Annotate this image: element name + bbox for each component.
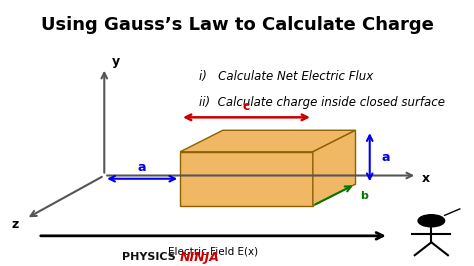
Text: a: a: [382, 151, 390, 164]
Text: x: x: [422, 172, 430, 185]
Polygon shape: [313, 130, 356, 206]
Text: y: y: [111, 55, 119, 68]
Circle shape: [418, 215, 445, 227]
Text: z: z: [12, 218, 19, 231]
Text: c: c: [243, 100, 250, 113]
Text: b: b: [360, 190, 368, 201]
Text: Using Gauss’s Law to Calculate Charge: Using Gauss’s Law to Calculate Charge: [41, 16, 433, 34]
Text: PHYSICS: PHYSICS: [122, 252, 175, 262]
Text: a: a: [138, 161, 146, 174]
Text: ii)  Calculate charge inside closed surface: ii) Calculate charge inside closed surfa…: [199, 96, 445, 109]
Text: Electric Field E(x): Electric Field E(x): [168, 247, 258, 257]
Polygon shape: [180, 152, 313, 206]
Text: NINJA: NINJA: [180, 251, 220, 264]
Text: i)   Calculate Net Electric Flux: i) Calculate Net Electric Flux: [199, 70, 374, 83]
Polygon shape: [180, 130, 356, 152]
